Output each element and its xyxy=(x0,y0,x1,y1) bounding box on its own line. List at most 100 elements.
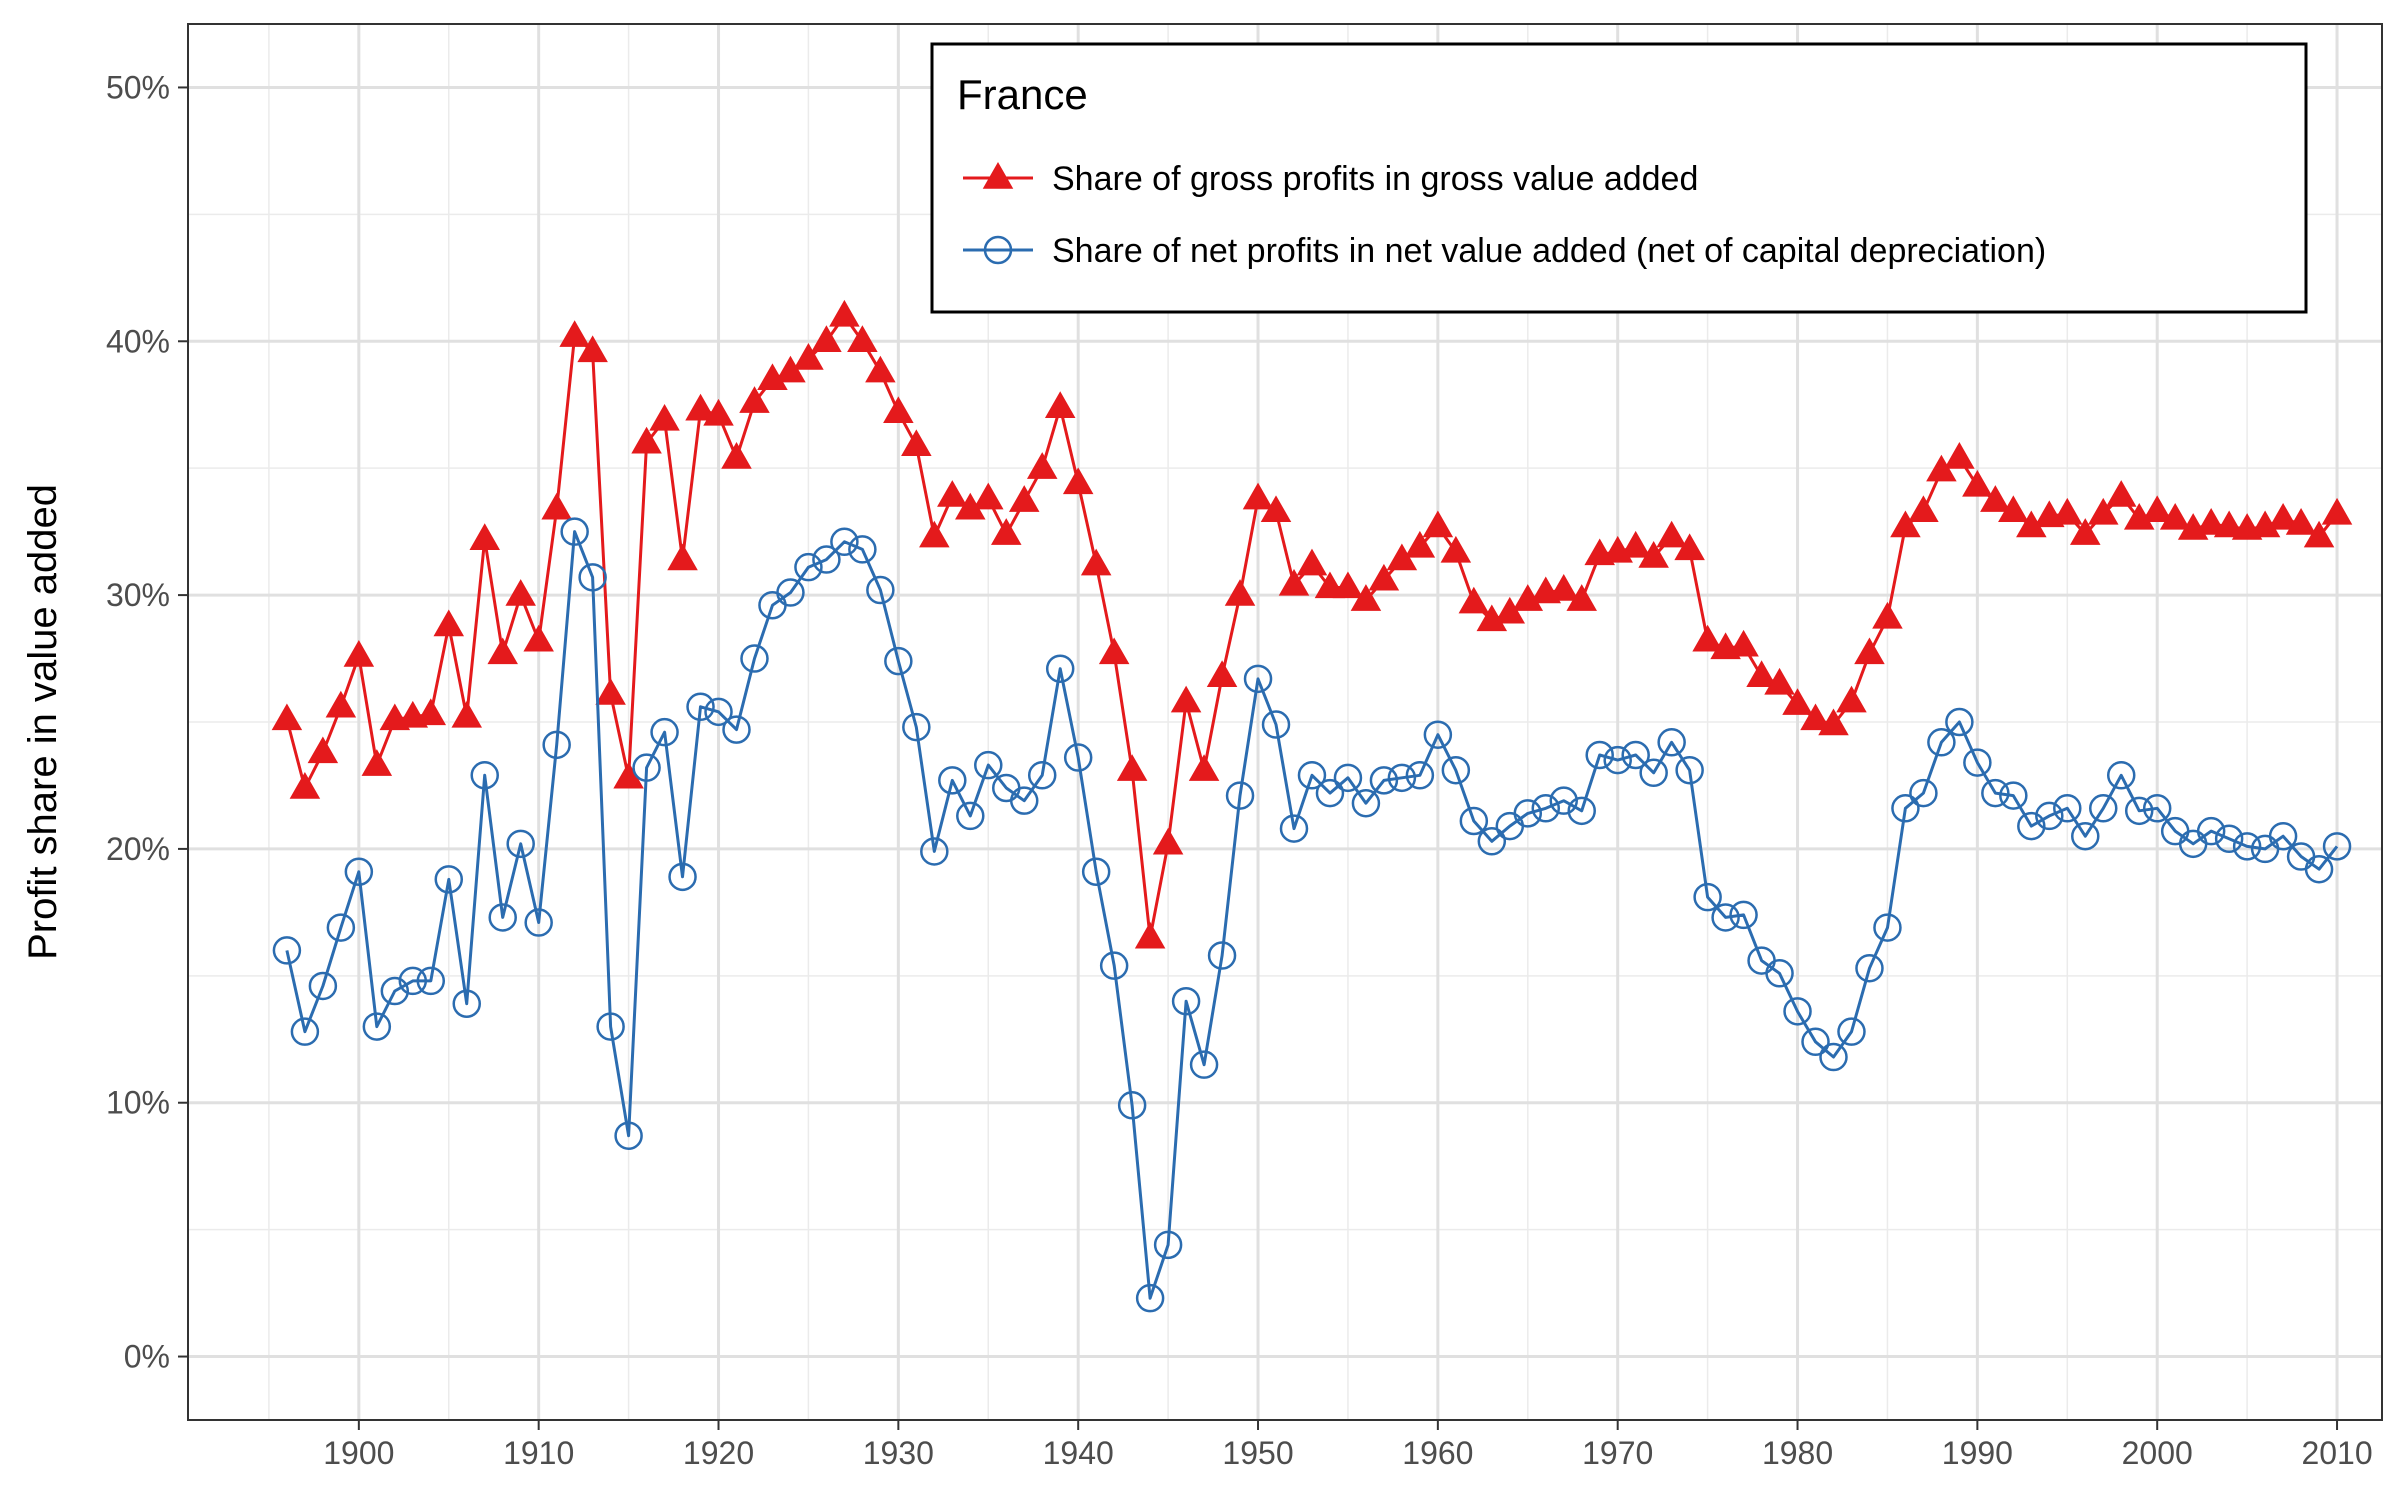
data-point xyxy=(2268,821,2298,851)
data-point xyxy=(1621,740,1650,770)
data-point xyxy=(830,527,859,557)
data-point xyxy=(2303,520,2335,548)
data-point xyxy=(506,829,535,859)
legend-item: Share of net profits in net value added … xyxy=(963,232,2046,270)
data-point xyxy=(1711,903,1740,932)
data-point xyxy=(1350,584,1382,611)
data-point xyxy=(1962,469,1993,497)
data-point xyxy=(1981,778,2010,808)
data-point xyxy=(1477,827,1507,856)
data-point xyxy=(2141,495,2173,523)
data-point xyxy=(1188,754,1220,781)
data-point xyxy=(541,492,572,520)
y-tick-label: 20% xyxy=(106,831,170,867)
data-point xyxy=(434,865,464,894)
data-point xyxy=(1729,900,1758,930)
data-point xyxy=(794,552,823,582)
data-point xyxy=(1908,495,1939,523)
data-point xyxy=(1170,685,1202,713)
x-tick-label: 2010 xyxy=(2301,1435,2372,1471)
data-point xyxy=(1927,728,1956,757)
data-point xyxy=(272,936,302,965)
data-point xyxy=(1081,857,1111,887)
data-point xyxy=(703,398,734,426)
data-point xyxy=(974,750,1003,780)
data-point xyxy=(524,908,553,937)
data-point xyxy=(523,624,554,652)
series-1 xyxy=(271,299,2353,949)
data-point xyxy=(1261,710,1291,739)
data-point xyxy=(739,386,770,413)
data-point xyxy=(2195,508,2227,535)
data-point xyxy=(1296,548,1328,576)
data-point xyxy=(614,1121,643,1150)
legend: France Share of gross profits in gross v… xyxy=(930,42,2308,314)
data-point xyxy=(2105,480,2137,507)
data-point xyxy=(1944,442,1975,469)
x-tick-label: 1920 xyxy=(683,1435,754,1471)
series-2 xyxy=(272,517,2352,1313)
data-point xyxy=(398,966,428,996)
data-point xyxy=(1117,1091,1147,1120)
data-point xyxy=(776,578,805,607)
data-point xyxy=(1279,814,1309,843)
data-point xyxy=(1513,799,1543,828)
plot-border xyxy=(187,23,2383,1421)
y-tick-label: 40% xyxy=(106,323,170,359)
x-tick-label: 1940 xyxy=(1043,1435,1114,1471)
data-point xyxy=(829,299,860,327)
data-point xyxy=(1639,758,1668,788)
data-point xyxy=(1026,452,1058,479)
data-point xyxy=(1549,786,1578,815)
data-point xyxy=(2106,761,2136,790)
data-point xyxy=(811,325,842,352)
data-point xyxy=(2285,508,2317,535)
data-point xyxy=(2052,497,2083,525)
data-point xyxy=(1044,391,1076,418)
data-point xyxy=(1548,574,1580,601)
data-point xyxy=(577,335,608,363)
data-point xyxy=(812,545,841,574)
data-point xyxy=(289,771,321,799)
x-tick-label: 1970 xyxy=(1582,1435,1653,1471)
data-point xyxy=(2053,794,2082,823)
data-point xyxy=(1441,755,1471,785)
data-point xyxy=(1836,685,1867,713)
data-point xyxy=(1620,530,1651,558)
data-point xyxy=(1423,720,1453,749)
data-point xyxy=(1837,1017,1866,1046)
data-point xyxy=(1225,781,1255,810)
data-point xyxy=(1333,763,1363,793)
legend-marker xyxy=(983,235,1013,265)
data-point xyxy=(2071,821,2100,851)
x-tick-label: 1990 xyxy=(1942,1435,2013,1471)
y-axis-title: Profit share in value added xyxy=(21,484,65,960)
data-point xyxy=(1368,563,1400,591)
data-point xyxy=(452,989,481,1018)
legend-label: Share of gross profits in gross value ad… xyxy=(1052,160,1698,198)
data-point xyxy=(1945,707,1974,737)
data-point xyxy=(2214,824,2244,854)
data-point xyxy=(433,609,465,637)
data-point xyxy=(325,690,357,718)
data-point xyxy=(560,517,589,546)
data-point xyxy=(1891,794,1920,823)
data-point xyxy=(1387,763,1417,793)
data-point xyxy=(1008,485,1040,512)
data-point xyxy=(2124,796,2154,826)
data-point xyxy=(847,325,878,352)
data-point xyxy=(2267,502,2299,530)
data-point xyxy=(326,913,356,942)
data-point xyxy=(668,862,697,892)
data-point xyxy=(721,442,752,469)
data-point xyxy=(2213,510,2245,538)
data-point xyxy=(290,1017,320,1046)
data-point xyxy=(2321,497,2353,525)
data-point xyxy=(596,1012,625,1041)
data-point xyxy=(1315,778,1345,808)
data-point xyxy=(901,429,932,457)
data-point xyxy=(470,761,499,790)
data-point xyxy=(1045,654,1075,683)
